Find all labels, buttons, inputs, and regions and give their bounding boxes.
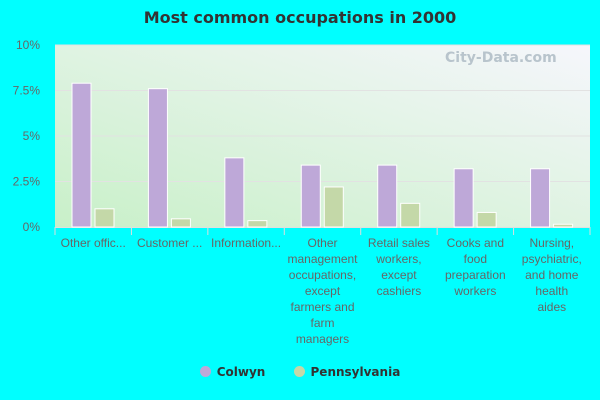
bar-pennsylvania[interactable] — [553, 223, 574, 228]
bar-colwyn[interactable] — [71, 82, 92, 228]
x-tick-label: and home — [525, 268, 579, 282]
x-tick-label: food — [464, 252, 487, 266]
legend-item-colwyn[interactable]: Colwyn — [199, 365, 266, 379]
x-tick-label: occupations, — [289, 268, 356, 282]
bar-colwyn[interactable] — [453, 168, 474, 228]
bar-colwyn[interactable] — [147, 88, 168, 228]
x-tick-label: Other offic... — [61, 236, 126, 250]
x-tick-label: farmers and — [290, 300, 354, 314]
y-tick-label: 7.5% — [13, 84, 41, 98]
x-tick-label: except — [381, 268, 417, 282]
x-tick-label: farm — [311, 316, 335, 330]
x-tick-label: Retail sales — [368, 236, 430, 250]
x-tick-label: Other — [307, 236, 337, 250]
x-tick-label: Nursing, — [529, 236, 574, 250]
x-tick-label: management — [287, 252, 358, 266]
x-tick-label: preparation — [445, 268, 506, 282]
y-tick-label: 2.5% — [13, 175, 41, 189]
x-tick-label: aides — [537, 300, 566, 314]
chart-title: Most common occupations in 2000 — [143, 8, 457, 27]
y-tick-label: 5% — [23, 129, 41, 143]
x-tick-label: except — [305, 284, 341, 298]
x-tick-label: Cooks and — [447, 236, 504, 250]
y-tick-label: 0% — [23, 220, 41, 234]
x-tick-label: workers, — [375, 252, 421, 266]
legend-label: Colwyn — [216, 365, 266, 379]
y-tick-label: 10% — [16, 38, 40, 52]
bar-pennsylvania[interactable] — [476, 211, 497, 228]
legend-swatch — [293, 366, 305, 377]
bar-pennsylvania[interactable] — [94, 208, 115, 228]
bar-colwyn[interactable] — [377, 164, 398, 228]
legend-label: Pennsylvania — [310, 365, 401, 379]
x-tick-label: Information... — [211, 236, 281, 250]
bar-pennsylvania[interactable] — [323, 186, 344, 228]
legend-item-pennsylvania[interactable]: Pennsylvania — [293, 365, 401, 379]
bar-pennsylvania[interactable] — [400, 202, 421, 228]
x-tick-label: managers — [296, 332, 349, 346]
x-tick-label: health — [535, 284, 568, 298]
legend: Colwyn Pennsylvania — [0, 365, 600, 379]
x-tick-label: Customer ... — [137, 236, 202, 250]
bar-colwyn[interactable] — [300, 164, 321, 228]
x-tick-label: cashiers — [377, 284, 422, 298]
bar-pennsylvania[interactable] — [247, 220, 268, 228]
bar-pennsylvania[interactable] — [170, 218, 191, 228]
watermark: City-Data.com — [445, 50, 557, 66]
legend-swatch — [199, 366, 211, 377]
bar-colwyn[interactable] — [530, 168, 551, 228]
bar-colwyn[interactable] — [224, 157, 245, 228]
x-tick-label: psychiatric, — [522, 252, 582, 266]
x-tick-label: workers — [453, 284, 496, 298]
